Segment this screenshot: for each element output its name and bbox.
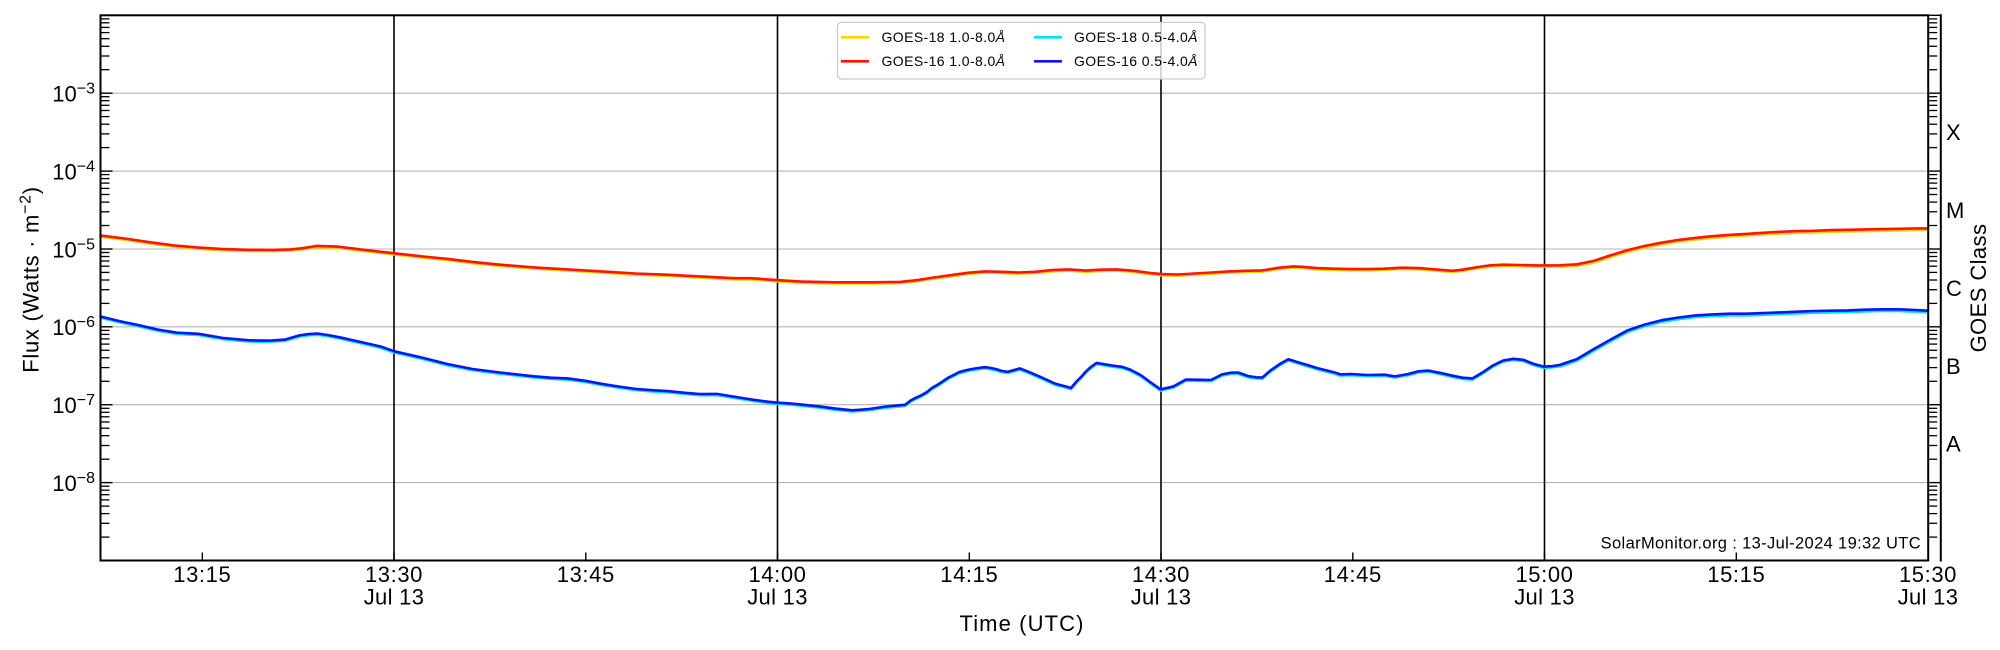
svg-text:GOES-16 0.5-4.0Å: GOES-16 0.5-4.0Å <box>1074 53 1198 69</box>
svg-text:10−5: 10−5 <box>52 236 95 262</box>
svg-text:C: C <box>1946 276 1962 301</box>
svg-text:Flux (Watts · m−2): Flux (Watts · m−2) <box>17 186 43 372</box>
svg-text:GOES Class: GOES Class <box>1966 224 1991 353</box>
svg-text:10−7: 10−7 <box>52 392 95 418</box>
svg-text:14:30: 14:30 <box>1132 562 1190 587</box>
svg-text:Jul 13: Jul 13 <box>1131 585 1192 610</box>
svg-text:Jul 13: Jul 13 <box>747 585 808 610</box>
svg-text:GOES-16 1.0-8.0Å: GOES-16 1.0-8.0Å <box>882 53 1006 69</box>
svg-text:15:15: 15:15 <box>1707 562 1765 587</box>
svg-text:14:15: 14:15 <box>940 562 998 587</box>
svg-text:13:30: 13:30 <box>365 562 423 587</box>
svg-text:B: B <box>1946 354 1961 379</box>
svg-text:15:30: 15:30 <box>1899 562 1957 587</box>
svg-text:14:45: 14:45 <box>1324 562 1382 587</box>
svg-text:10−8: 10−8 <box>52 470 95 496</box>
svg-text:X: X <box>1946 120 1961 145</box>
svg-text:15:00: 15:00 <box>1515 562 1573 587</box>
svg-text:Time (UTC): Time (UTC) <box>959 611 1084 636</box>
svg-text:A: A <box>1946 432 1961 457</box>
svg-text:13:45: 13:45 <box>557 562 615 587</box>
svg-text:M: M <box>1946 198 1964 223</box>
svg-text:SolarMonitor.org : 13-Jul-2024: SolarMonitor.org : 13-Jul-2024 19:32 UTC <box>1601 535 1921 553</box>
svg-text:GOES-18 1.0-8.0Å: GOES-18 1.0-8.0Å <box>882 29 1006 45</box>
svg-text:GOES-18 0.5-4.0Å: GOES-18 0.5-4.0Å <box>1074 29 1198 45</box>
svg-text:Jul 13: Jul 13 <box>1514 585 1575 610</box>
svg-text:14:00: 14:00 <box>748 562 806 587</box>
svg-text:Jul 13: Jul 13 <box>1898 585 1959 610</box>
svg-text:13:15: 13:15 <box>173 562 231 587</box>
svg-text:Jul 13: Jul 13 <box>364 585 425 610</box>
